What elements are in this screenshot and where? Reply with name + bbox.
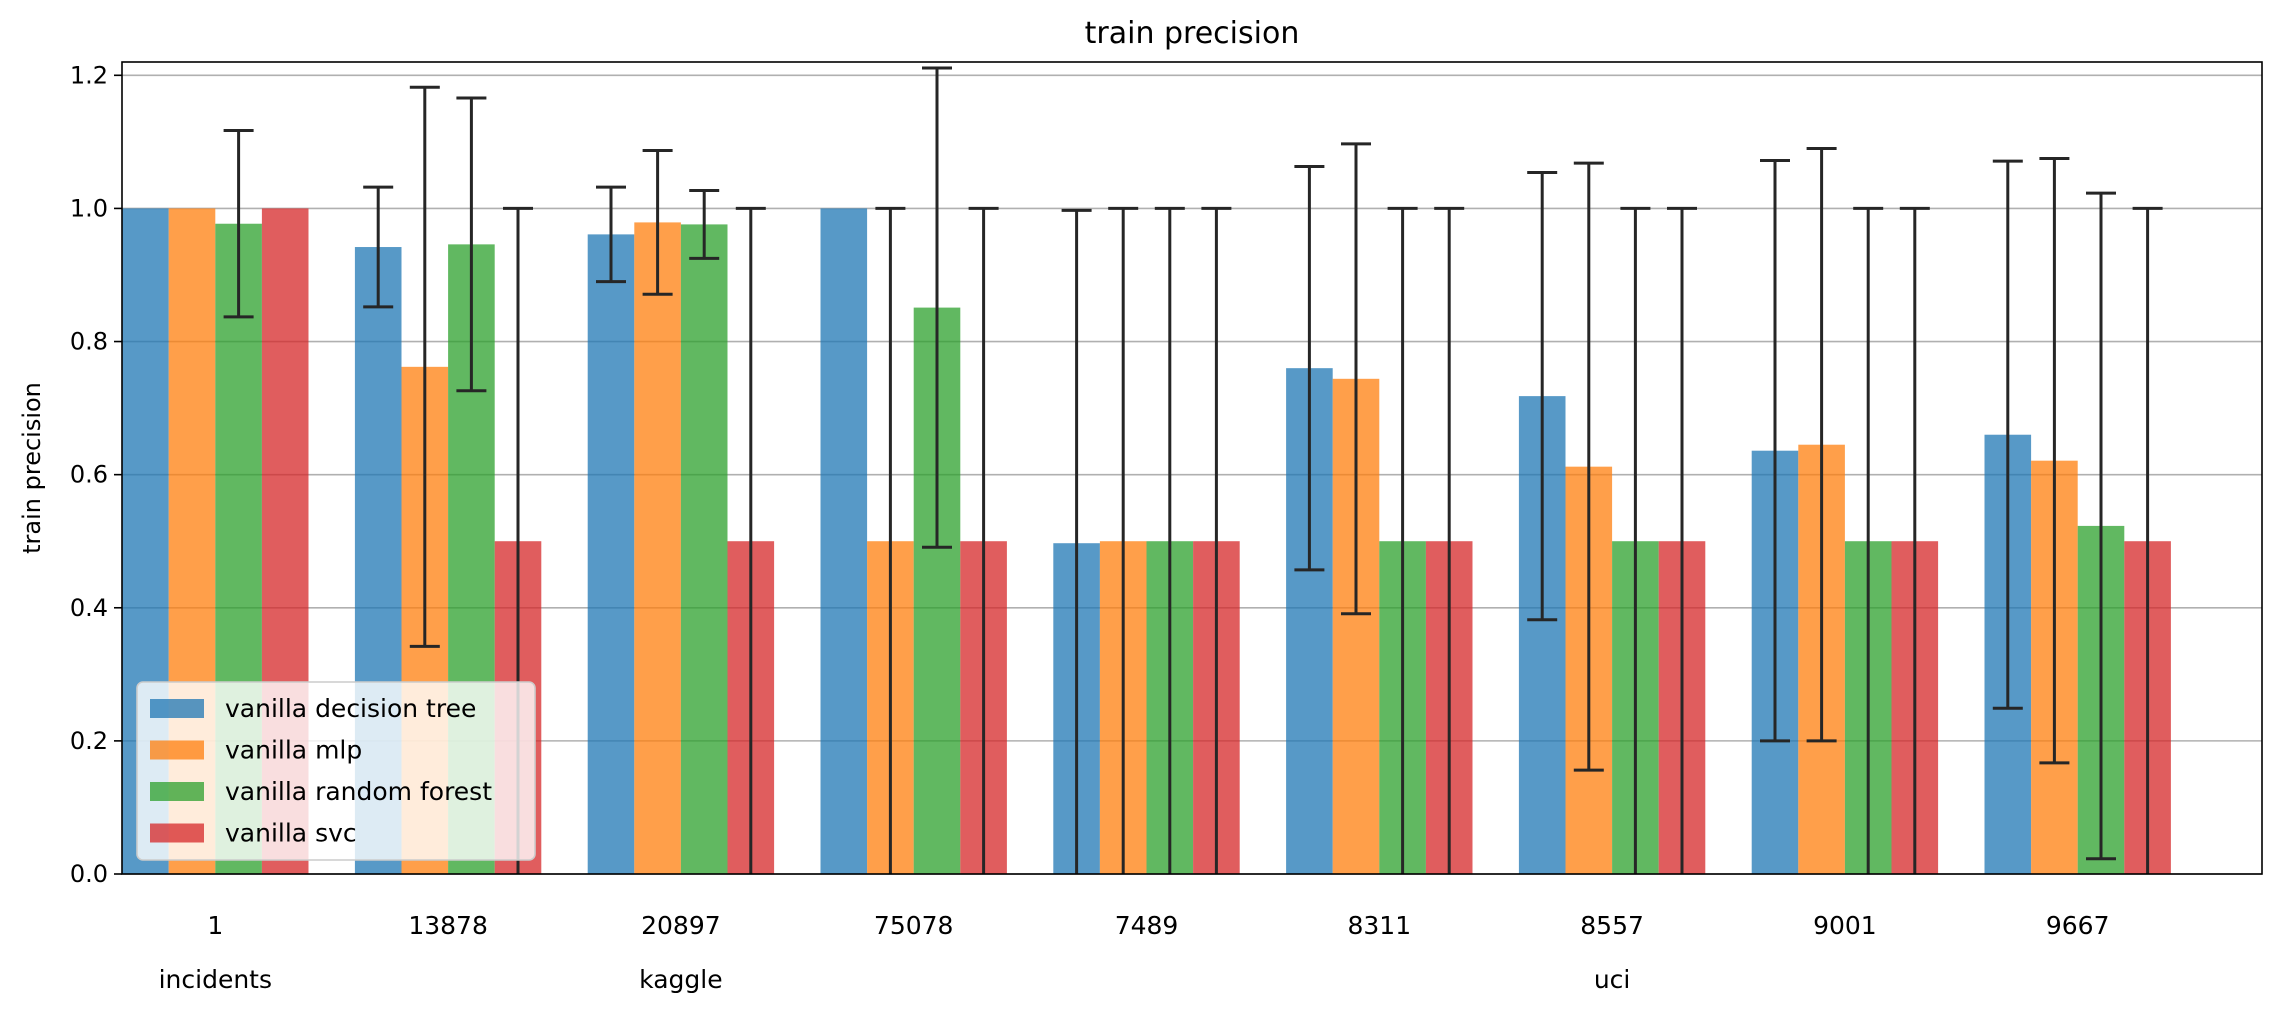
legend: vanilla decision tree vanilla mlp vanilla … [136, 681, 536, 861]
x-tick-label: 13878 [408, 911, 488, 940]
error-bar-1-7 [1806, 147, 1837, 743]
y-tick-label: 0.8 [70, 328, 108, 356]
error-bar-1-2 [642, 149, 673, 296]
error-bar-2-2 [689, 188, 720, 260]
error-bar-1-4 [1108, 206, 1139, 874]
x-tick-label: 7489 [1115, 911, 1179, 940]
legend-swatch [150, 699, 204, 718]
error-bar-2-7 [1853, 206, 1884, 874]
error-bars [223, 66, 2163, 874]
legend-box [136, 681, 536, 861]
y-tick-label: 1.2 [70, 61, 108, 89]
chart-title: train precision [1085, 16, 1300, 51]
x-tick-label: 9001 [1813, 911, 1877, 940]
error-bar-0-6 [1527, 170, 1558, 622]
group-label: uci [1594, 965, 1631, 994]
x-tick-label: 75078 [874, 911, 954, 940]
legend-swatch [150, 782, 204, 801]
bar-1-2 [634, 222, 681, 875]
group-label: incidents [159, 965, 272, 994]
error-bar-0-8 [1992, 159, 2023, 710]
legend-swatch [150, 823, 204, 843]
error-bar-1-8 [2039, 157, 2070, 765]
legend-label: vanilla random forest [225, 777, 492, 806]
legend-label: vanilla svc [225, 819, 357, 848]
group-label: kaggle [639, 965, 722, 994]
error-bar-1-6 [1573, 161, 1604, 772]
error-bar-2-1 [456, 96, 487, 393]
x-tick-label: 8557 [1580, 911, 1644, 940]
error-bar-2-5 [1387, 206, 1418, 874]
x-tick-label: 1 [207, 911, 223, 940]
y-axis-label: train precision [18, 382, 46, 554]
y-tick-label: 0.4 [70, 594, 108, 622]
legend-swatch [150, 740, 204, 760]
y-tick-label: 0.0 [70, 860, 108, 888]
error-bar-3-3 [968, 206, 999, 874]
y-axis-ticks: 0.0 0.2 0.4 0.6 0.8 1.0 1.2 [70, 61, 122, 888]
error-bar-0-4 [1061, 208, 1092, 874]
x-tick-label: 9667 [2046, 911, 2110, 940]
error-bar-0-7 [1760, 159, 1790, 743]
bar-0-3 [820, 208, 868, 875]
error-bar-3-2 [735, 206, 766, 874]
error-bar-0-1 [363, 185, 394, 309]
plot-frame [121, 61, 2263, 875]
error-bar-3-4 [1201, 206, 1232, 874]
error-bar-1-1 [409, 85, 440, 648]
y-tick-label: 1.0 [70, 194, 108, 222]
error-bar-1-3 [875, 206, 906, 874]
x-tick-label: 20897 [641, 911, 721, 940]
error-bar-2-8 [2086, 191, 2116, 861]
bar-2-2 [680, 224, 728, 874]
legend-label: vanilla decision tree [225, 694, 476, 723]
legend-label: vanilla mlp [225, 736, 362, 765]
error-bar-3-7 [1899, 206, 1930, 874]
error-bar-3-6 [1667, 206, 1697, 874]
y-tick-label: 0.6 [70, 461, 108, 489]
y-tick-label: 0.2 [70, 727, 108, 755]
error-bar-3-5 [1434, 206, 1465, 874]
error-bar-2-3 [922, 66, 952, 549]
error-bar-2-0 [223, 129, 254, 319]
error-bar-0-2 [596, 185, 626, 284]
bar-0-2 [587, 234, 635, 874]
error-bar-0-5 [1294, 164, 1325, 572]
error-bar-1-5 [1341, 142, 1371, 616]
x-tick-label: 8311 [1347, 911, 1411, 940]
error-bar-3-8 [2132, 206, 2163, 874]
error-bar-2-4 [1154, 206, 1185, 874]
x-axis-ticks: 1 13878 20897 75078 7489 8311 8557 9001 9667 [207, 911, 2109, 940]
error-bar-2-6 [1620, 206, 1651, 874]
group-labels: incidents kaggle uci [159, 965, 1631, 994]
